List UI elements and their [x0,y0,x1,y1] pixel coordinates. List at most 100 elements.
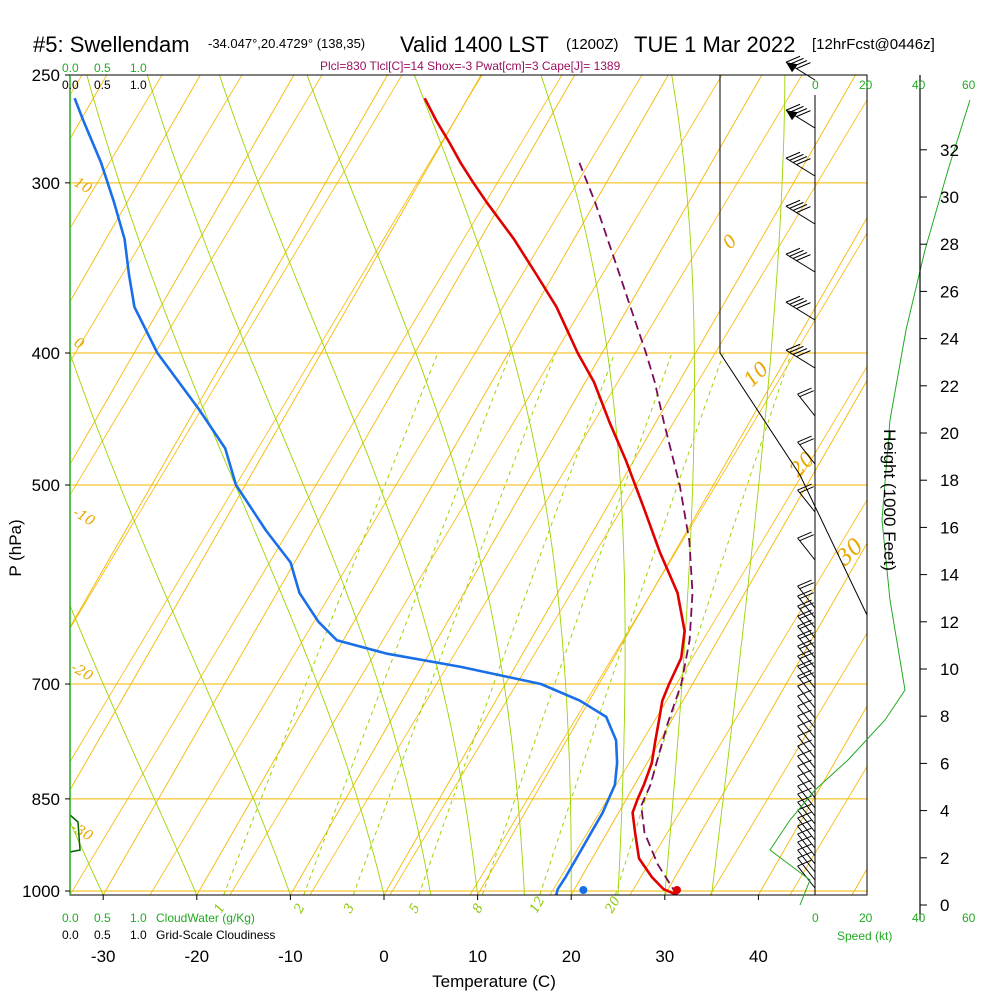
wind-barb-feather [797,669,812,677]
moist-adiabat-4 [86,75,385,895]
wind-barb-shaft [785,157,816,177]
wind-barb-feather [797,531,812,539]
wind-barb-27 [797,739,816,769]
isotherm--30 [102,75,576,895]
wind-barb-feather [799,672,814,680]
wind-barb-30 [797,769,816,799]
wind-barb-shaft [797,765,816,789]
forecast-tag: [12hrFcst@0446z] [812,36,935,53]
wind-barb-feather [799,390,814,398]
temperature-tick-label--10: -10 [278,947,303,966]
cloud-bottom-tick-1: 0.5 [94,911,111,925]
wind-barb-feather [797,709,812,717]
mixing-ratio-label-2: 3 [341,901,358,916]
isotherm-40 [757,705,867,895]
isotherm--90 [0,0,89,924]
wind-barb-shaft [797,537,816,561]
speed-bottom-tick-1: 20 [859,911,873,925]
wind-barb-12 [797,589,816,619]
isotherm-label-0: 10 [71,175,95,198]
x-axis-title: Temperature (C) [432,972,556,991]
wind-barb-feather [792,300,808,307]
wind-barb-feather [797,859,812,867]
moist-adiabat-9 [540,75,626,895]
dry-adiabat-17 [709,632,867,895]
cloudiness-bottom-tick-1: 0.5 [94,928,111,942]
wind-barb-18 [797,649,816,679]
isotherm--80 [70,75,108,140]
station-coords: -34.047°,20.4729° (138,35) [208,36,365,51]
wind-barb-feather [797,649,812,657]
moist-adiabat-8 [413,75,572,895]
wind-barb-feather [797,843,812,851]
wind-barb-37 [797,827,816,857]
dry-adiabat-14 [469,232,867,895]
wind-barb-feather [796,254,811,262]
wind-barb-feather [789,153,804,161]
mixing-ratio-line-1 [303,352,512,895]
wind-barb-feather [797,689,812,697]
speed-top-tick-0: 0 [812,78,819,92]
wind-barb-feather [797,619,812,627]
wind-barb-shaft [797,665,816,689]
moist-adiabat-2 [70,604,198,895]
cloud-top-tick-0: 0.0 [62,61,79,75]
wind-barb-23 [797,699,816,729]
dry-adiabat-2 [0,0,110,895]
height-tick-label-4: 4 [940,802,949,821]
height-tick-label-22: 22 [940,377,959,396]
dry-adiabat-1 [0,0,30,895]
height-tick-label-0: 0 [940,896,949,915]
wind-barb-5 [785,295,816,321]
moist-adiabat-10 [664,75,695,895]
wind-barb-feather [797,435,812,443]
temperature-tick-label--20: -20 [185,947,210,966]
dry-adiabat-15 [549,365,867,895]
wind-barb-8 [797,435,816,465]
wind-barb-feather [797,729,812,737]
wind-barb-35 [797,811,816,841]
wind-barb-shaft [785,253,816,273]
height-tick-label-6: 6 [940,754,949,773]
wind-barb-13 [797,599,816,629]
mixing-ratio-line-2 [352,352,556,895]
cloudwater-label: CloudWater (g/Kg) [156,911,255,925]
wind-barb-feather [797,589,812,597]
pressure-tick-label-700: 700 [32,675,60,694]
isotherm--40 [70,75,482,791]
wind-barb-shaft [797,441,816,465]
wind-barb-29 [797,759,816,789]
wind-barb-shaft [797,825,816,849]
mixing-ratio-label-1: 2 [291,901,309,917]
wind-barb-feather [799,582,814,590]
series-dewpoint-line [73,97,619,895]
pressure-tick-label-1000: 1000 [22,882,60,901]
wind-barb-15 [797,619,816,649]
dry-adiabat-13 [389,99,867,895]
wind-barb-feather [797,827,812,835]
height-tick-label-8: 8 [940,707,949,726]
cloudiness-top-tick-0: 0.0 [62,78,79,92]
wind-barb-shaft [797,817,816,841]
temperature-tick-label--30: -30 [91,947,116,966]
pressure-tick-label-400: 400 [32,344,60,363]
wind-barb-6 [785,343,816,369]
station-title: #5: Swellendam [33,32,190,57]
height-tick-label-16: 16 [940,518,959,537]
wind-profile [719,55,868,895]
wind-barb-feather [796,302,811,310]
wind-barb-feather [785,199,801,207]
series-temperature-line [423,97,686,895]
wind-barb-shaft [785,301,816,321]
moist-adiabat-7 [306,75,525,895]
mixing-ratio-label-4: 8 [470,901,487,916]
wind-barb-pennant [786,110,799,121]
wind-barb-shaft [797,833,816,857]
axes: 0246810121416182022242628303225030040050… [22,66,959,966]
wind-barb-feather [799,534,814,542]
wind-barb-34 [797,803,816,833]
dry-adiabat-12 [309,75,803,895]
wind-barb-feather [785,295,801,303]
wind-barb-feather [796,350,811,358]
